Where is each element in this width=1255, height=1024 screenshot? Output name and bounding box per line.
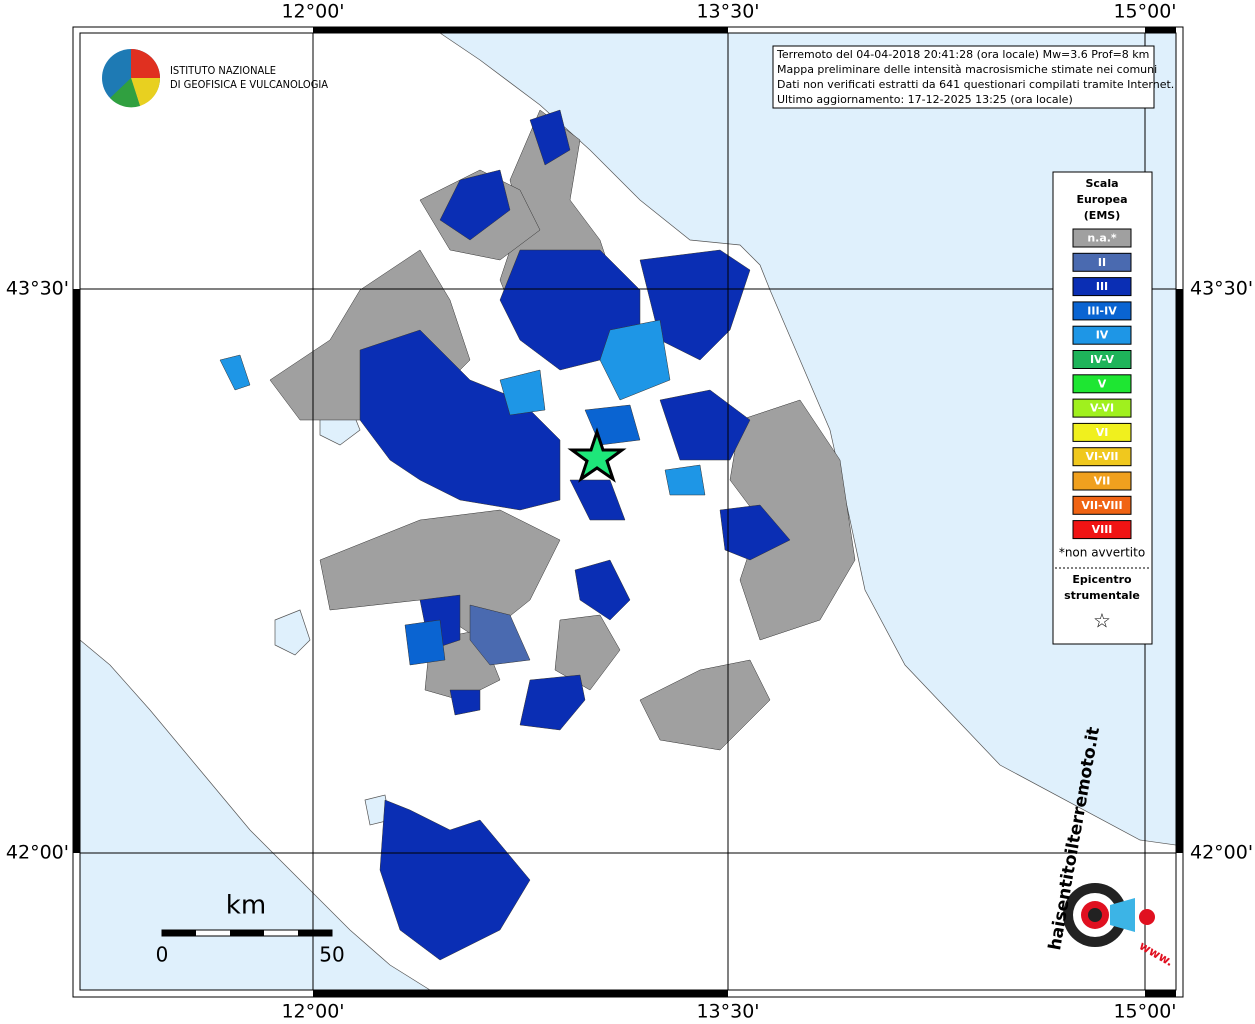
area — [529, 109, 571, 166]
lon-label: 15°00' — [1113, 1, 1176, 23]
area — [449, 689, 481, 716]
lon-label: 12°00' — [281, 1, 344, 23]
frame — [72, 26, 1184, 998]
logo-target — [1088, 908, 1102, 922]
area — [729, 399, 856, 641]
legend-swatch — [1072, 495, 1132, 515]
legend-swatch — [1072, 374, 1132, 394]
municipalities — [219, 109, 856, 961]
logo-ingv: ISTITUTO NAZIONALE DI GEOFISICA E VULCAN… — [102, 49, 328, 108]
legend-swatch — [1072, 422, 1132, 442]
area — [664, 464, 706, 496]
frame-segment — [313, 990, 728, 997]
legend-label: IV — [1096, 329, 1109, 342]
legend-star: ☆ — [1093, 609, 1111, 633]
legend-label: VIII — [1092, 523, 1113, 536]
legend-label: III-IV — [1087, 304, 1117, 317]
lat-label: 43°30' — [6, 278, 69, 300]
area — [639, 659, 771, 751]
sea-adriatic — [438, 32, 1177, 990]
area — [554, 614, 621, 691]
area — [469, 604, 531, 666]
scale-label: 0 — [156, 943, 169, 967]
info-line: Terremoto del 04-04-2018 20:41:28 (ora l… — [776, 48, 1149, 61]
info-box — [772, 45, 1155, 109]
logo-badge — [1139, 909, 1155, 925]
scale-bar-segment — [298, 930, 332, 936]
frame-segment — [1145, 990, 1176, 997]
area — [569, 479, 626, 521]
institute-name: ISTITUTO NAZIONALE — [170, 64, 276, 77]
area — [379, 799, 531, 961]
epicenter-star — [567, 427, 627, 483]
frame-segment — [313, 27, 728, 33]
scale-bar-segment — [162, 930, 196, 936]
scale-bar: km 0 50 — [156, 891, 345, 967]
scale-unit: km — [226, 891, 266, 921]
area — [499, 369, 546, 416]
lat-label: 43°30' — [1190, 278, 1253, 300]
logo-globe — [110, 78, 140, 108]
legend-swatch — [1072, 252, 1132, 272]
area — [439, 169, 511, 241]
legend-title: (EMS) — [1084, 209, 1120, 222]
frame-segment — [1145, 27, 1176, 33]
legend-label: VI-VII — [1085, 450, 1118, 463]
scale-label: 50 — [319, 943, 344, 967]
legend-swatch — [1072, 520, 1132, 540]
legend-swatch — [1072, 277, 1132, 297]
legend-swatch — [1072, 398, 1132, 418]
lon-label: 13°30' — [696, 1001, 759, 1023]
area — [219, 354, 251, 391]
legend-swatch — [1072, 447, 1132, 467]
legend-title: Scala — [1085, 177, 1118, 190]
lat-label: 42°00' — [1190, 842, 1253, 864]
legend-label: n.a.* — [1087, 232, 1117, 245]
area — [719, 504, 791, 561]
lon-label: 12°00' — [281, 1001, 344, 1023]
lon-label: 15°00' — [1113, 1001, 1176, 1023]
area — [404, 619, 446, 666]
frame-segment — [73, 289, 80, 853]
legend-label: VI — [1096, 426, 1109, 439]
frame-segment — [1176, 289, 1183, 853]
legend-title: Europea — [1076, 193, 1127, 206]
legend-epicenter: strumentale — [1064, 589, 1140, 602]
legend-swatch — [1072, 325, 1132, 345]
info-line: Ultimo aggiornamento: 17-12-2025 13:25 (… — [777, 93, 1073, 106]
lat-label: 42°00' — [6, 842, 69, 864]
institute-name: DI GEOFISICA E VULCANOLOGIA — [170, 78, 328, 91]
legend-label: VII-VIII — [1081, 499, 1122, 512]
legend-label: IV-V — [1090, 353, 1115, 366]
area — [519, 674, 586, 731]
lake — [274, 609, 311, 656]
legend-label: II — [1098, 256, 1106, 269]
area — [599, 319, 671, 401]
area — [359, 329, 561, 511]
epicenter — [567, 427, 627, 483]
legend-note: *non avvertito — [1059, 546, 1145, 560]
legend-label: VII — [1094, 475, 1111, 488]
legend-swatch — [1072, 228, 1132, 248]
info-line: Dati non verificati estratti da 641 ques… — [777, 78, 1174, 91]
info-line: Mappa preliminare delle intensità macros… — [777, 63, 1157, 76]
legend-swatch — [1072, 301, 1132, 321]
legend-epicenter: Epicentro — [1072, 573, 1132, 586]
area — [319, 509, 561, 641]
legend-label: III — [1096, 280, 1108, 293]
logo-globe — [131, 78, 161, 106]
legend-label: V — [1098, 377, 1107, 390]
lon-label: 13°30' — [696, 1, 759, 23]
legend-label: V-VI — [1090, 402, 1114, 415]
legend-swatch — [1072, 350, 1132, 369]
logo-globe — [131, 49, 160, 78]
legend-swatch — [1072, 471, 1132, 491]
logo-horn — [1110, 898, 1135, 932]
area — [574, 559, 631, 621]
scale-bar-segment — [230, 930, 264, 936]
